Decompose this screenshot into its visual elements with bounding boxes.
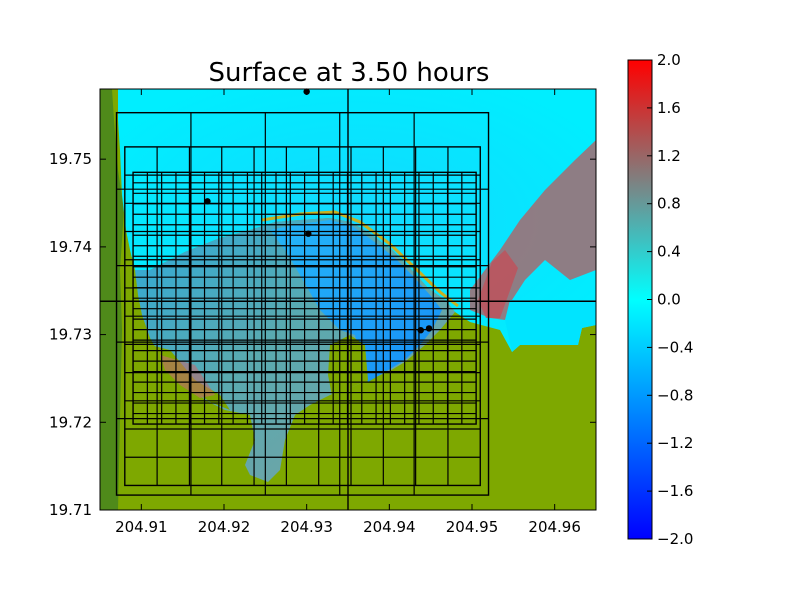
- x-axis: 204.91 204.92 204.93 204.94 204.95 204.96: [115, 89, 581, 536]
- gauge-point: [417, 326, 424, 334]
- x-tick-label: 204.91: [115, 518, 168, 536]
- y-tick-label: 19.73: [49, 326, 92, 344]
- chart-title: Surface at 3.50 hours: [209, 58, 490, 88]
- colorbar-tick-label: 1.6: [657, 99, 681, 117]
- plume-shadow: [160, 355, 215, 398]
- colorbar-tick-label: −0.8: [657, 386, 693, 404]
- y-tick-label: 19.71: [49, 501, 92, 519]
- crosshair: [100, 89, 596, 510]
- x-tick-label: 204.94: [363, 518, 416, 536]
- colorbar-tick-label: 0.8: [657, 195, 681, 213]
- amr-grid: [115, 111, 490, 496]
- colorbar-tick-label: −1.2: [657, 434, 693, 452]
- colorbar-tick-label: −2.0: [657, 530, 693, 548]
- colorbar-axis: 2.0 1.6 1.2 0.8 0.4 0.0 −0.4 −0.8 −1.2 −1.6 −2.0: [647, 51, 693, 548]
- colorbar-tick-label: 2.0: [657, 51, 681, 69]
- x-tick-label: 204.93: [280, 518, 333, 536]
- x-tick-label: 204.96: [528, 518, 581, 536]
- grid-patch-level-1: [115, 111, 490, 496]
- gauge-point: [425, 325, 433, 332]
- colorbar-tick-label: 0.4: [657, 243, 681, 261]
- colorbar-tick-label: 1.2: [657, 147, 681, 165]
- land-dark-left: [100, 89, 124, 510]
- ocean-low: [505, 300, 596, 352]
- axes-frame: [99, 88, 597, 511]
- gauge-point: [305, 230, 312, 237]
- x-tick-label: 204.95: [446, 518, 499, 536]
- y-tick-label: 19.75: [49, 150, 92, 168]
- y-tick-label: 19.74: [49, 238, 92, 256]
- y-axis: 19.71 19.72 19.73 19.74 19.75: [49, 150, 596, 519]
- x-tick-label: 204.92: [198, 518, 251, 536]
- y-tick-label: 19.72: [49, 413, 92, 431]
- gauge-point: [204, 198, 211, 205]
- colorbar-tick-label: −0.4: [657, 338, 693, 356]
- colorbar-tick-label: −1.6: [657, 482, 693, 500]
- colorbar-tick-label: 0.0: [657, 291, 681, 309]
